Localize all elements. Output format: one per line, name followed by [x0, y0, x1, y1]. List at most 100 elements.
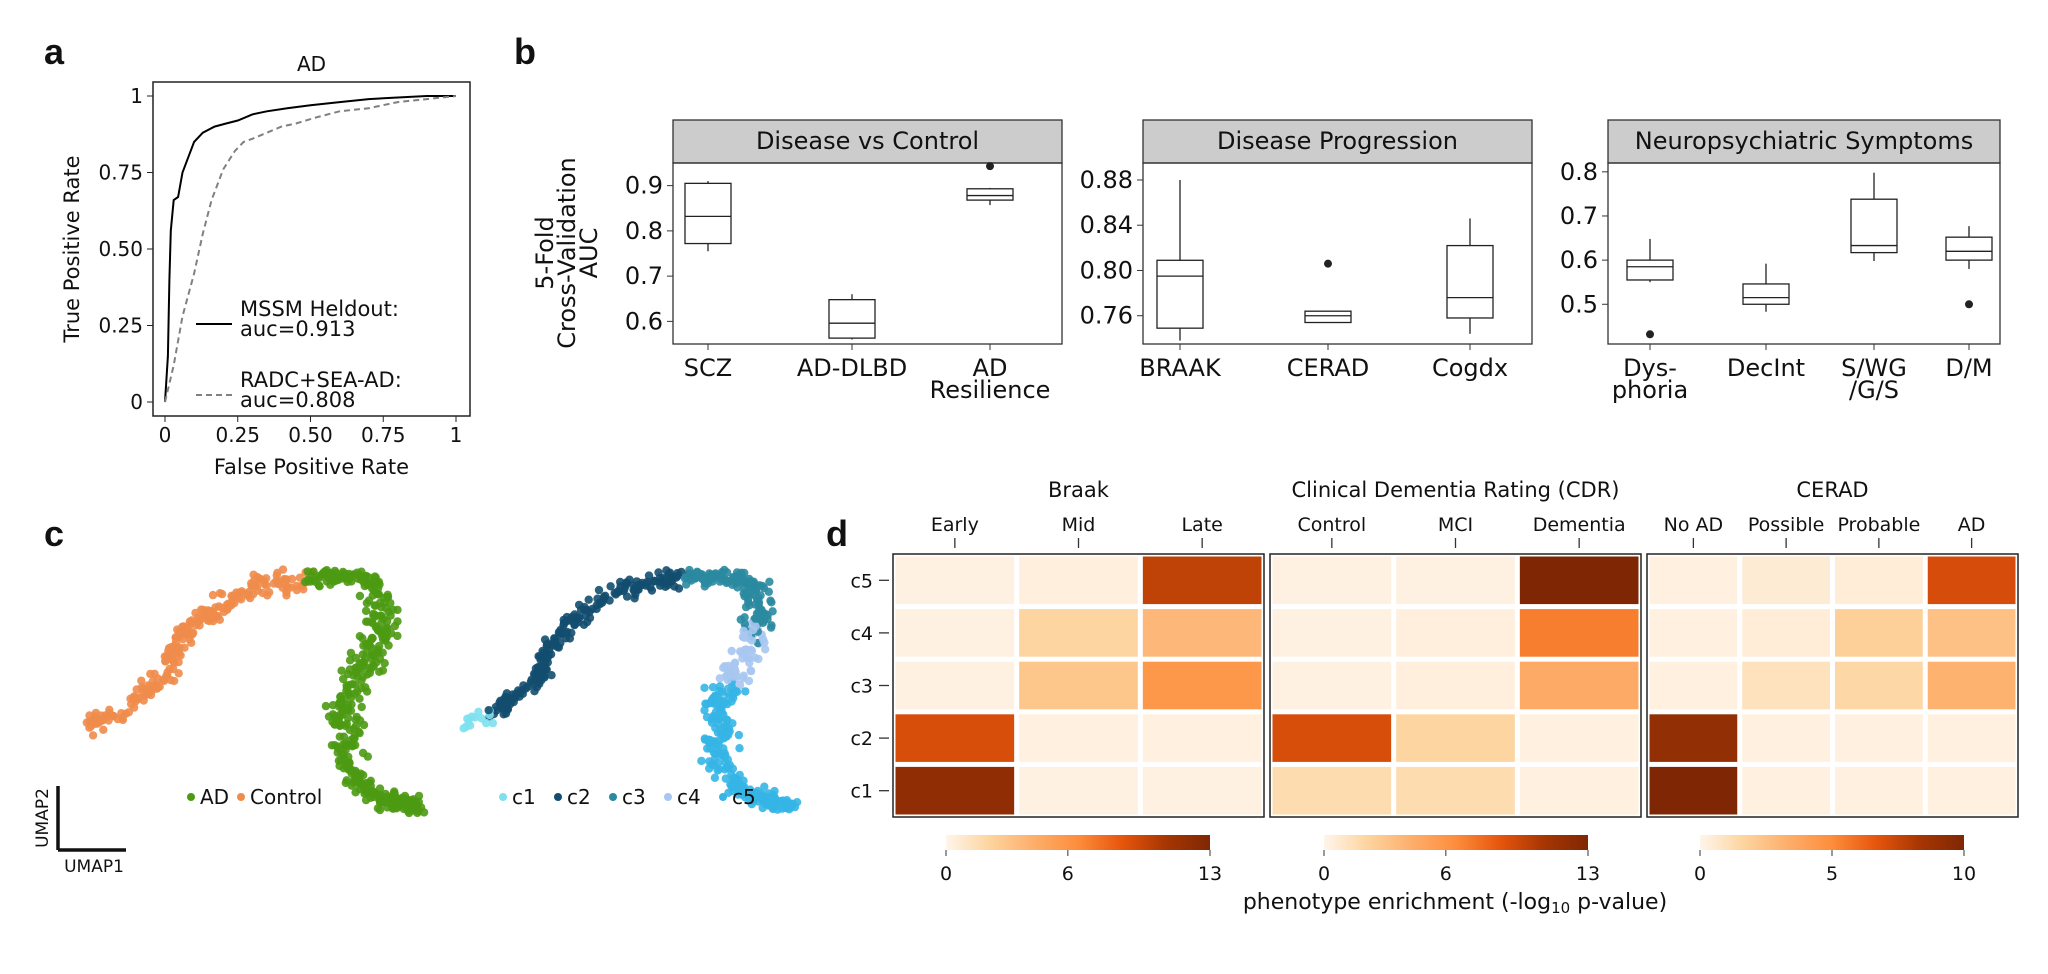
umap-point-cluster	[702, 712, 712, 722]
umap-point-cluster	[766, 623, 776, 632]
umap-point-control	[184, 629, 193, 638]
umap-point-ad	[340, 695, 349, 705]
umap-point-ad	[344, 714, 353, 723]
heatmap-cell	[1272, 661, 1392, 710]
umap-point-cluster	[647, 586, 657, 595]
umap-point-cluster	[715, 686, 724, 696]
umap-point-cluster	[770, 786, 779, 796]
umap-point-cluster	[727, 781, 736, 790]
umap-point-ad	[390, 621, 400, 631]
box-iqr	[828, 299, 876, 339]
umap-point-control	[85, 717, 94, 726]
heatmap-cell	[1019, 766, 1138, 815]
umap-point-ad	[350, 731, 359, 740]
facet-title: Neuropsychiatric Symptoms	[1635, 127, 1973, 155]
heatmap-cell	[1742, 661, 1830, 710]
umap-point-control	[170, 676, 179, 686]
x-tick-label: D/M	[1945, 354, 1992, 382]
y-tick-label: 1	[130, 84, 143, 108]
heatmap-column-label: Probable	[1837, 514, 1920, 536]
y-tick-label: 0.5	[1560, 290, 1598, 318]
y-tick-label: 0.6	[1560, 246, 1598, 274]
legend-label: c2	[567, 785, 591, 809]
heatmap-column-label: Control	[1297, 514, 1366, 536]
legend-label: RADC+SEA-AD:	[240, 368, 402, 392]
umap-point-cluster	[715, 674, 724, 683]
y-tick-label: 0.8	[1560, 158, 1598, 186]
umap-point-ad	[414, 797, 423, 807]
umap-point-cluster	[762, 798, 771, 807]
y-axis-label: 5-Fold	[531, 216, 559, 289]
umap-point-control	[137, 683, 146, 692]
legend-label: Control	[250, 785, 322, 809]
umap-point-cluster	[732, 568, 742, 577]
x-tick-label: AD	[973, 354, 1008, 382]
umap-point-ad	[346, 648, 356, 658]
box-outlier	[1965, 300, 1973, 309]
umap-point-cluster	[523, 682, 532, 691]
heatmap-cell	[1272, 714, 1392, 762]
umap-point-cluster	[734, 778, 743, 787]
umap-point-ad	[355, 591, 365, 601]
x-axis-label: False Positive Rate	[214, 455, 409, 479]
umap-point-cluster	[641, 581, 651, 590]
umap-point-control	[113, 714, 123, 724]
umap-point-cluster	[740, 619, 749, 629]
umap-point-control	[274, 579, 283, 589]
umap-point-ad	[376, 797, 386, 807]
heatmap-cell	[895, 661, 1015, 710]
x-tick-label: Dys-	[1623, 354, 1677, 382]
colorbar-tick-label: 0	[1694, 863, 1706, 885]
legend-label: c1	[512, 785, 536, 809]
heatmap-panel: Braak Early Mid Late 0 6 13 Clinical Dementia R…	[850, 478, 2019, 917]
heatmap-cell	[1142, 556, 1262, 605]
umap-point-cluster	[543, 653, 552, 663]
umap-point-cluster	[706, 570, 716, 579]
umap-point-ad	[358, 634, 367, 643]
umap-point-ad	[337, 666, 346, 675]
umap-point-ad	[393, 631, 402, 641]
umap-point-ad	[330, 720, 340, 729]
umap-point-control	[88, 731, 98, 740]
umap-point-ad	[344, 690, 354, 699]
umap-point-control	[164, 644, 174, 653]
y-tick-label: 0.50	[98, 237, 143, 261]
umap-point-cluster	[710, 737, 720, 746]
x-tick-label: /G/S	[1849, 376, 1899, 404]
umap-point-cluster	[499, 695, 509, 704]
umap-point-ad	[419, 808, 429, 817]
umap-point-ad	[395, 794, 404, 804]
umap-point-control	[250, 576, 259, 585]
umap-point-cluster	[724, 724, 734, 734]
heatmap-row-label: c5	[850, 570, 873, 592]
x-tick-label: 0	[159, 423, 172, 447]
box-outlier	[1324, 259, 1332, 268]
umap-point-ad	[386, 598, 395, 608]
umap-point-cluster	[754, 654, 763, 664]
heatmap-column-label: Early	[931, 514, 979, 536]
heatmap-cell	[1649, 714, 1738, 762]
umap-point-cluster	[749, 625, 758, 635]
boxplot-panel: Disease vs Control 0.6 0.7 0.8 0.9 SCZ AD-DLBD…	[531, 119, 2001, 404]
umap-point-ad	[373, 645, 382, 654]
umap-point-cluster	[621, 581, 630, 591]
umap-point-ad	[408, 801, 417, 810]
y-tick-label: 0.84	[1080, 211, 1133, 239]
umap-point-ad	[330, 741, 339, 750]
umap-point-ad	[375, 805, 385, 815]
umap-point-cluster	[542, 641, 551, 650]
umap-point-cluster	[741, 687, 750, 696]
umap-point-control	[178, 634, 187, 644]
umap-point-cluster	[735, 744, 744, 753]
y-tick-label: 0	[130, 390, 143, 414]
umap-point-control	[224, 599, 233, 608]
umap-point-cluster	[717, 568, 727, 577]
heatmap-row-label: c2	[850, 728, 873, 750]
umap-point-ad	[344, 569, 354, 579]
umap-point-ad	[378, 666, 388, 675]
umap-point-ad	[349, 671, 358, 680]
y-axis-label: Cross-Validation	[553, 157, 581, 349]
heatmap-cell	[1927, 766, 2016, 815]
umap-point-control	[203, 606, 213, 615]
colorbar-tick-label: 6	[1062, 863, 1074, 885]
